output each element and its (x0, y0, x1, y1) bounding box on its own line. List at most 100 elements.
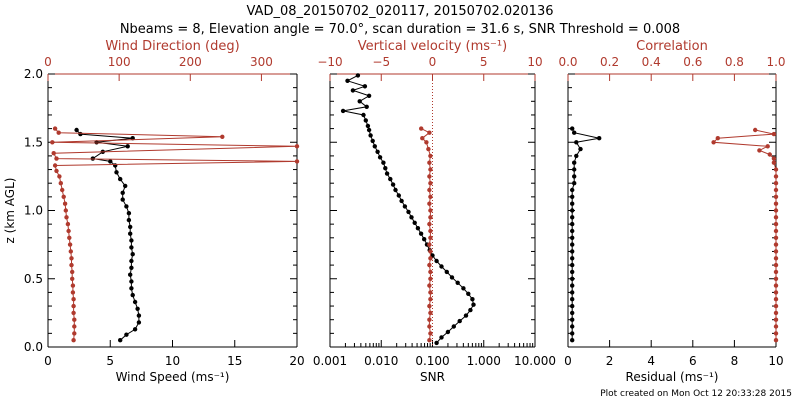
wind-speed-point (130, 292, 135, 298)
snr-point (396, 193, 401, 198)
y-tick-label: 0.5 (24, 272, 43, 286)
wind-speed-point (124, 204, 129, 209)
correlation-point (773, 194, 779, 199)
y-axis-label: z (km AGL) (3, 178, 17, 244)
snr-point (365, 123, 371, 129)
top-tick-label: 0.0 (558, 55, 577, 69)
wind-direction-point (52, 126, 58, 131)
bottom-tick-label: 15 (227, 354, 242, 368)
wind-direction-point (70, 269, 75, 275)
wind-speed-point (129, 286, 134, 291)
bottom-tick-label: 10 (165, 354, 180, 368)
vertical-velocity-point (428, 208, 433, 213)
snr-point (377, 155, 383, 160)
residual-point (574, 140, 579, 145)
wind-direction-point (51, 151, 56, 156)
wind-direction-point (56, 130, 61, 135)
snr-point (345, 78, 350, 84)
panel-wind: 0.0 0.5 1.0 1.5 2.0 z (km AGL) 0 5 10 15 20 Wind Sp… (3, 39, 305, 384)
wind-direction-point (66, 228, 71, 234)
correlation-point (773, 187, 779, 193)
vertical-velocity-point (427, 262, 432, 268)
residual-point (570, 276, 575, 281)
wind-direction-point (72, 317, 77, 322)
vertical-velocity-point (427, 317, 432, 322)
snr-point (455, 280, 460, 285)
vertical-velocity-point (428, 228, 433, 234)
snr-point (434, 258, 439, 264)
wind-direction-point (50, 140, 55, 145)
wind-direction-point (70, 290, 76, 295)
figure-subtitle: Nbeams = 8, Elevation angle = 70.0°, sca… (120, 22, 680, 37)
snr-point (418, 231, 424, 236)
residual-point (570, 249, 575, 254)
snr-point (364, 104, 369, 110)
correlation-point (773, 221, 779, 227)
snr-point (434, 340, 439, 346)
top-tick-label: −5 (372, 55, 390, 69)
correlation-point (773, 310, 779, 316)
correlation-point (773, 174, 779, 179)
vertical-velocity-point (419, 126, 424, 131)
residual-point (570, 221, 575, 227)
vertical-velocity-point (427, 221, 432, 227)
wind-direction-point (70, 283, 76, 288)
top-tick-label: 100 (108, 55, 131, 69)
snr-point (350, 88, 356, 93)
vertical-velocity-point (428, 249, 433, 254)
figure-title: VAD_08_20150702_020117, 20150702.020136 (247, 4, 554, 19)
wind-direction-point (72, 331, 77, 336)
residual-point (572, 181, 577, 186)
top-tick-label: 5 (480, 55, 488, 69)
wind-speed-point (132, 327, 138, 332)
wind-speed-point (129, 245, 134, 250)
plot-created-footer: Plot created on Mon Oct 12 20:33:28 2015 (600, 389, 792, 399)
top-tick-label: 0.4 (642, 55, 661, 69)
y-tick-label: 2.0 (24, 67, 43, 81)
wind-direction-point (68, 249, 74, 254)
residual-point (572, 167, 577, 172)
vertical-velocity-point (428, 167, 433, 172)
correlation-point (711, 140, 716, 145)
residual-point (570, 228, 575, 234)
wind-speed-point (128, 231, 133, 236)
vertical-velocity-point (427, 130, 432, 135)
wind-speed-point (129, 265, 134, 270)
top-tick-label: 1.0 (766, 55, 785, 69)
residual-point (570, 256, 575, 261)
residual-point (570, 290, 575, 295)
top-tick-label: 0.2 (600, 55, 619, 69)
bottom-tick-label: 10.000 (514, 354, 556, 368)
snr-point (363, 118, 368, 123)
correlation-point (773, 167, 779, 172)
snr-point (461, 286, 466, 291)
residual-point (570, 331, 575, 336)
correlation-point (773, 208, 779, 213)
bottom-tick-label: 20 (289, 354, 304, 368)
snr-point (390, 182, 396, 187)
residual-point (574, 153, 579, 159)
snr-point (468, 307, 473, 313)
y-tick-label: 1.0 (24, 204, 43, 218)
snr-point (445, 329, 451, 335)
correlation-point (767, 152, 772, 157)
wind-speed-point (120, 197, 125, 202)
correlation-point (773, 215, 779, 220)
correlation-point (773, 290, 779, 295)
correlation-point (771, 131, 777, 137)
snr-point (457, 318, 462, 324)
residual-point (570, 208, 575, 213)
wind-direction-point (67, 235, 72, 240)
wind-speed-point (129, 279, 134, 284)
residual-point (570, 235, 575, 240)
correlation-point (773, 181, 779, 186)
vertical-velocity-point (427, 201, 432, 206)
correlation-point (773, 331, 779, 336)
snr-point (355, 73, 361, 78)
residual-line (571, 128, 600, 341)
wind-direction-point (54, 168, 59, 174)
correlation-point (765, 144, 770, 149)
vertical-velocity-point (428, 256, 433, 261)
wind-direction-point (70, 276, 75, 281)
wind-direction-point (294, 159, 300, 164)
